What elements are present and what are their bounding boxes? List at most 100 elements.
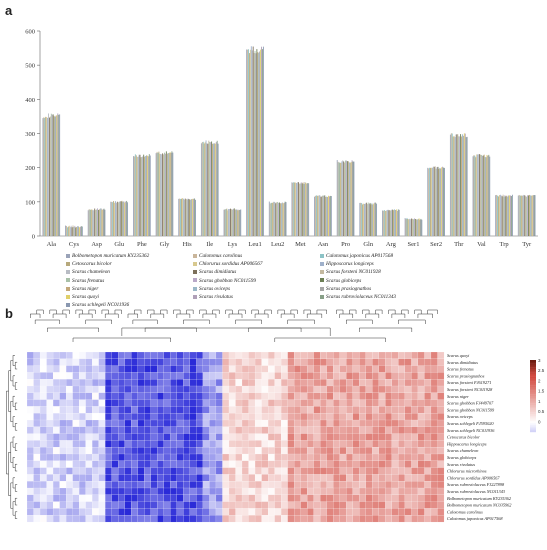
heat-cell <box>241 481 249 489</box>
heat-cell <box>411 392 419 400</box>
bar <box>133 156 134 236</box>
heat-cell <box>196 351 204 359</box>
heat-cell <box>365 433 373 441</box>
heat-cell <box>378 399 386 407</box>
heat-cell <box>183 494 191 502</box>
heat-cell <box>39 406 47 414</box>
heat-cell <box>281 515 288 523</box>
bar <box>410 219 412 236</box>
dendrogram-branch <box>388 309 396 314</box>
bar <box>431 167 433 236</box>
heat-cell <box>424 515 432 523</box>
dendrogram-branch <box>287 319 315 324</box>
heat-cell <box>98 358 106 366</box>
heat-cell <box>105 392 112 400</box>
heat-cell <box>254 453 262 461</box>
heat-cell <box>346 515 353 523</box>
heat-cell <box>339 508 347 516</box>
heat-cell <box>72 487 80 495</box>
heat-cell <box>398 365 406 373</box>
bar <box>408 219 410 236</box>
heat-cell <box>183 372 191 380</box>
heat-cell <box>150 467 158 475</box>
heat-cell <box>300 474 308 482</box>
bar <box>171 151 173 236</box>
heat-cell <box>346 379 353 387</box>
heat-cell <box>268 433 275 441</box>
heat-cell <box>254 440 262 448</box>
legend-item: Scarus chameleon <box>66 269 110 275</box>
heat-cell <box>144 447 151 455</box>
heat-cell <box>105 399 112 407</box>
x-tick-label: Arg <box>386 241 397 248</box>
bar <box>214 143 216 236</box>
heat-cell <box>372 481 379 489</box>
colorbar-segment <box>530 424 536 427</box>
heat-cell <box>274 426 282 434</box>
heat-cell <box>183 460 191 468</box>
dendrogram-branch <box>238 309 246 314</box>
heat-cell <box>391 385 399 393</box>
heat-cell <box>39 392 47 400</box>
heat-cell <box>111 447 119 455</box>
bar <box>179 198 181 236</box>
heat-cell <box>85 351 93 359</box>
bar <box>534 195 536 236</box>
heat-cell <box>261 433 269 441</box>
heat-cell <box>261 501 269 509</box>
heat-cell <box>385 494 393 502</box>
heat-cell <box>417 433 425 441</box>
heat-cell <box>430 379 438 387</box>
heat-cell <box>417 392 425 400</box>
heat-cell <box>105 487 112 495</box>
heat-cell <box>235 508 243 516</box>
heat-cell <box>411 433 419 441</box>
heat-cell <box>254 515 262 523</box>
bar <box>285 202 287 236</box>
heat-cell <box>385 467 393 475</box>
heat-cell <box>98 515 106 523</box>
heat-cell <box>124 379 132 387</box>
colorbar-segment <box>530 415 536 418</box>
heat-cell <box>33 419 41 427</box>
bar <box>458 136 460 236</box>
heat-cell <box>39 481 47 489</box>
heat-cell <box>215 460 223 468</box>
row-label: Scarus rivulatus <box>447 462 475 467</box>
bar <box>127 202 129 236</box>
bar <box>258 52 260 237</box>
heat-cell <box>124 440 132 448</box>
heat-cell <box>85 447 93 455</box>
bar <box>115 202 117 236</box>
heat-cell <box>26 399 34 407</box>
heat-cell <box>339 358 347 366</box>
heat-cell <box>157 358 164 366</box>
heat-cell <box>176 467 184 475</box>
row-label: Scarus forsteni NC011928 <box>447 387 493 392</box>
heat-cell <box>59 494 67 502</box>
bar <box>99 208 101 236</box>
heat-cell <box>92 365 99 373</box>
bar <box>236 209 238 236</box>
heat-cell <box>33 399 41 407</box>
heat-cell <box>176 392 184 400</box>
heat-cell <box>294 419 301 427</box>
heat-cell <box>417 508 425 516</box>
heat-cell <box>98 426 106 434</box>
bar <box>93 210 95 236</box>
heat-cell <box>163 379 171 387</box>
heat-cell <box>228 515 236 523</box>
heat-cell <box>183 481 191 489</box>
heat-cell <box>430 372 438 380</box>
legend-label: Scarus chameleon <box>72 269 110 276</box>
heat-cell <box>92 487 99 495</box>
heat-cell <box>372 365 379 373</box>
heat-cell <box>235 426 243 434</box>
heat-cell <box>359 481 366 489</box>
heat-cell <box>79 379 86 387</box>
bar <box>364 203 366 236</box>
heat-cell <box>352 358 360 366</box>
heat-cell <box>372 467 379 475</box>
bar <box>435 168 437 236</box>
heat-cell <box>424 447 432 455</box>
